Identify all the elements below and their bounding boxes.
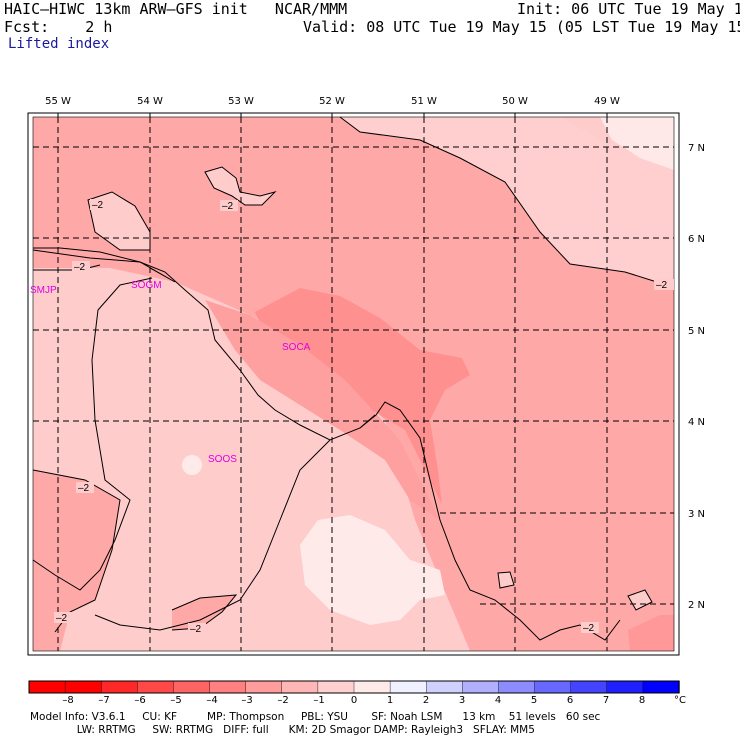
colorbar-swatch [426, 680, 464, 694]
lon-label: 55 W [45, 96, 71, 107]
lat-lon-grid [33, 117, 674, 651]
station-label: SOCA [282, 342, 311, 353]
station-label: SOGM [131, 280, 162, 291]
contour-lines [32, 116, 661, 641]
field-region-minus3-southwest [33, 470, 120, 651]
colorbar-swatch [317, 680, 355, 694]
colorbar-swatch [462, 680, 500, 694]
colorbar-label: –2 [277, 695, 289, 706]
colorbar-label: 2 [422, 695, 430, 706]
colorbar-label: 6 [566, 695, 574, 706]
colorbar [28, 680, 680, 694]
field-region-minus1-interior [300, 515, 445, 625]
field-region-minus1-northeast [600, 117, 674, 170]
colorbar-label: –1 [313, 695, 325, 706]
colorbar-label: 4 [494, 695, 502, 706]
coastline-borders [32, 247, 581, 641]
colorbar-border [28, 680, 680, 694]
colorbar-label: –5 [170, 695, 182, 706]
colorbar-swatch [389, 680, 427, 694]
colorbar-label: –6 [134, 695, 146, 706]
map-border [27, 112, 680, 656]
lon-label: 50 W [502, 96, 528, 107]
station-label: SOOS [208, 454, 237, 465]
colorbar-label: –3 [241, 695, 253, 706]
valid-time: Valid: 08 UTC Tue 19 May 15 (05 LST Tue … [303, 18, 740, 36]
colorbar-swatch [606, 680, 644, 694]
lat-label: 7 N [688, 143, 705, 154]
colorbar-label: 1 [386, 695, 394, 706]
lat-label: 3 N [688, 509, 705, 520]
lat-label: 4 N [688, 417, 705, 428]
colorbar-swatch [101, 680, 139, 694]
init-time: Init: 06 UTC Tue 19 May 15 [517, 0, 740, 18]
contour-label: –2 [190, 624, 202, 635]
colorbar-label: 0 [350, 695, 358, 706]
colorbar-label: 7 [602, 695, 610, 706]
forecast-hour: Fcst: 2 h [4, 18, 113, 36]
contour-label: –2 [656, 280, 668, 291]
field-island-light-3 [498, 572, 514, 588]
model-info-line1: Model Info: V3.6.1 CU: KF MP: Thompson P… [30, 711, 601, 723]
contour-label: –2 [74, 262, 86, 273]
field-name: Lifted index [8, 36, 110, 52]
contour-label: –2 [583, 623, 595, 634]
lon-label: 49 W [594, 96, 620, 107]
top-ticks [57, 113, 608, 117]
colorbar-swatch [209, 680, 247, 694]
colorbar-swatch [498, 680, 536, 694]
colorbar-swatch [570, 680, 608, 694]
colorbar-label: 5 [530, 695, 538, 706]
colorbar-swatch [64, 680, 102, 694]
lat-label: 6 N [688, 234, 705, 245]
model-title: HAIC–HIWC 13km ARW–GFS init NCAR/MMM [4, 0, 348, 18]
colorbar-swatch [137, 680, 175, 694]
lon-label: 52 W [319, 96, 345, 107]
map-inner-border [32, 116, 675, 652]
colorbar-swatch [173, 680, 211, 694]
contour-label: –2 [56, 613, 68, 624]
lat-label: 5 N [688, 326, 705, 337]
field-region-minus3-coastal [205, 300, 440, 520]
colorbar-label: –4 [206, 695, 218, 706]
lon-label: 54 W [137, 96, 163, 107]
field-region-minus3-southeast [628, 615, 674, 651]
field-region-minus3-small [172, 595, 236, 630]
colorbar-swatch [281, 680, 319, 694]
colorbar-label: –7 [98, 695, 110, 706]
colorbar-swatch [245, 680, 283, 694]
station-label: SMJP [30, 285, 57, 296]
colorbar-unit: °C [674, 695, 686, 706]
colorbar-swatch [642, 680, 680, 694]
colorbar-swatch [353, 680, 391, 694]
lon-label: 51 W [411, 96, 437, 107]
colorbar-swatch [28, 680, 66, 694]
colorbar-label: 3 [458, 695, 466, 706]
model-info-line2: LW: RRTMG SW: RRTMG DIFF: full KM: 2D Sm… [30, 724, 535, 736]
lon-label: 53 W [228, 96, 254, 107]
contour-label: –2 [92, 200, 104, 211]
lat-label: 2 N [688, 600, 705, 611]
colorbar-swatch [534, 680, 572, 694]
contour-label: –2 [78, 483, 90, 494]
colorbar-label: –8 [62, 695, 74, 706]
contour-label: –2 [222, 201, 234, 212]
colorbar-label: 8 [638, 695, 646, 706]
field-patch-minus1-small [182, 455, 202, 475]
field-region-light-northeast [340, 117, 674, 286]
field-region-minus4 [255, 288, 470, 505]
